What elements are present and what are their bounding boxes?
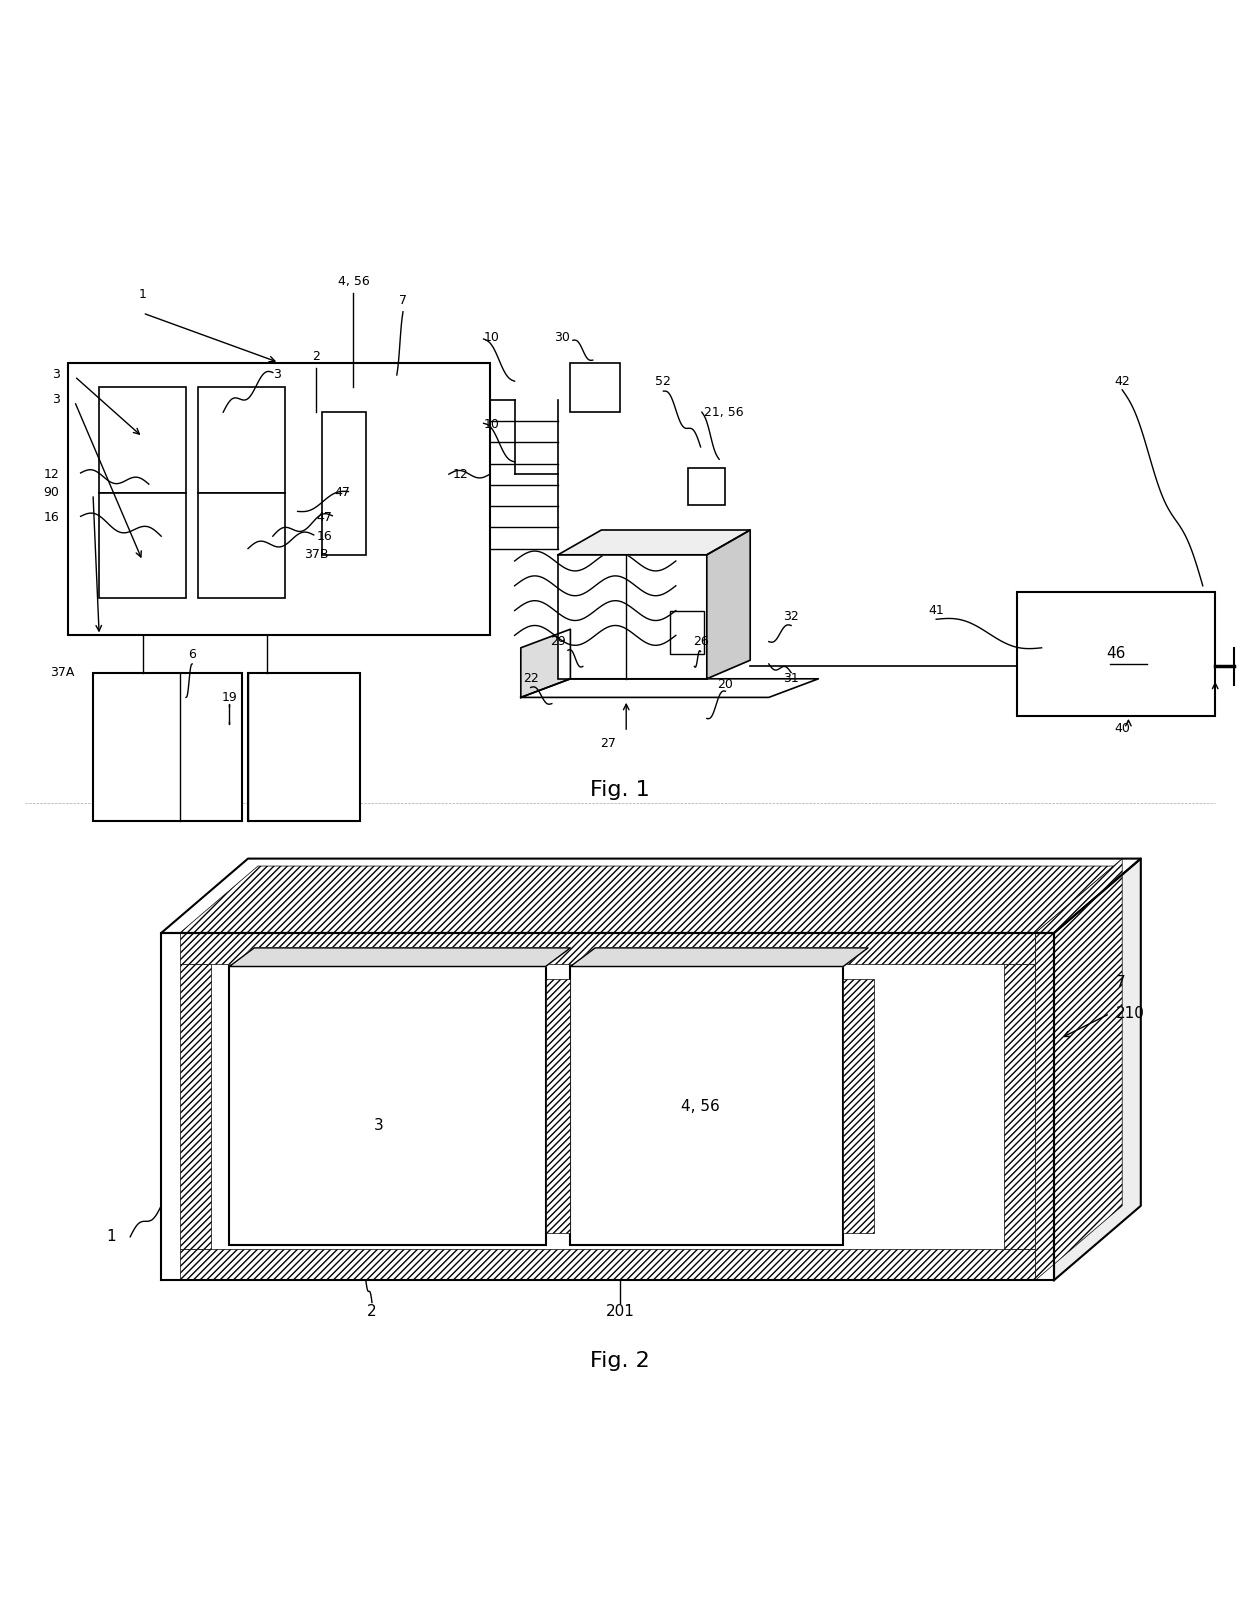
Text: Fig. 2: Fig. 2 [590, 1351, 650, 1370]
Text: 52: 52 [656, 375, 671, 388]
Text: 10: 10 [484, 417, 500, 430]
Polygon shape [229, 948, 570, 966]
Text: 46: 46 [1106, 647, 1126, 662]
Text: 16: 16 [43, 511, 60, 524]
Polygon shape [1035, 859, 1122, 1280]
Text: 3: 3 [52, 369, 60, 382]
Text: 27: 27 [600, 738, 615, 751]
Polygon shape [570, 948, 868, 966]
Bar [180, 934, 1035, 964]
Text: 37B: 37B [304, 549, 329, 561]
Text: 7: 7 [1116, 976, 1126, 990]
Polygon shape [1054, 859, 1141, 1280]
Text: 47: 47 [316, 511, 332, 524]
Text: 41: 41 [929, 604, 944, 616]
Text: 1: 1 [139, 288, 146, 301]
Bar [68, 362, 490, 636]
Bar [99, 387, 186, 493]
Text: 210: 210 [1116, 1006, 1145, 1021]
Text: 2: 2 [312, 349, 320, 362]
Text: 20: 20 [718, 678, 733, 691]
Text: 22: 22 [523, 673, 538, 686]
Bar [99, 493, 186, 599]
Bar [688, 468, 725, 505]
Bar [570, 966, 843, 1246]
Polygon shape [180, 866, 1114, 934]
Text: 37A: 37A [50, 667, 74, 680]
Bar [93, 673, 242, 822]
Text: 201: 201 [605, 1304, 635, 1319]
Text: 12: 12 [43, 468, 60, 481]
Text: 7: 7 [399, 294, 407, 307]
Bar [180, 964, 211, 1249]
Text: 12: 12 [453, 468, 469, 481]
Text: 3: 3 [373, 1118, 383, 1133]
Text: 26: 26 [693, 636, 708, 649]
Polygon shape [521, 629, 570, 697]
Bar [198, 387, 285, 493]
Text: 90: 90 [43, 487, 60, 500]
Text: Fig. 1: Fig. 1 [590, 780, 650, 801]
Text: 6: 6 [188, 647, 196, 660]
Bar [546, 979, 570, 1233]
Polygon shape [521, 680, 818, 697]
Text: 1: 1 [107, 1230, 117, 1244]
Text: 47: 47 [335, 487, 351, 500]
Text: 3: 3 [52, 393, 60, 406]
Polygon shape [161, 934, 1054, 1280]
Text: 21, 56: 21, 56 [704, 406, 744, 419]
Bar [1004, 964, 1035, 1249]
Text: 19: 19 [222, 691, 237, 704]
Bar [198, 493, 285, 599]
Text: 3: 3 [273, 369, 280, 382]
Text: 40: 40 [1115, 722, 1130, 735]
Bar [843, 979, 874, 1233]
Text: 32: 32 [784, 610, 799, 623]
Text: 30: 30 [554, 332, 570, 345]
Text: 4, 56: 4, 56 [681, 1099, 720, 1115]
Bar [558, 555, 707, 680]
Bar [670, 610, 704, 654]
Bar [570, 362, 620, 413]
Text: 4, 56: 4, 56 [337, 275, 370, 288]
Text: 31: 31 [784, 673, 799, 686]
Bar [1017, 592, 1215, 717]
Bar [322, 413, 366, 555]
Polygon shape [161, 859, 1141, 934]
Bar [180, 1249, 1035, 1280]
Text: 10: 10 [484, 332, 500, 345]
Polygon shape [707, 531, 750, 680]
Bar [248, 673, 360, 822]
Text: 16: 16 [316, 529, 332, 542]
Text: 2: 2 [367, 1304, 377, 1319]
Bar [229, 966, 546, 1246]
Polygon shape [558, 531, 750, 555]
Text: 29: 29 [551, 636, 565, 649]
Text: 42: 42 [1115, 375, 1130, 388]
